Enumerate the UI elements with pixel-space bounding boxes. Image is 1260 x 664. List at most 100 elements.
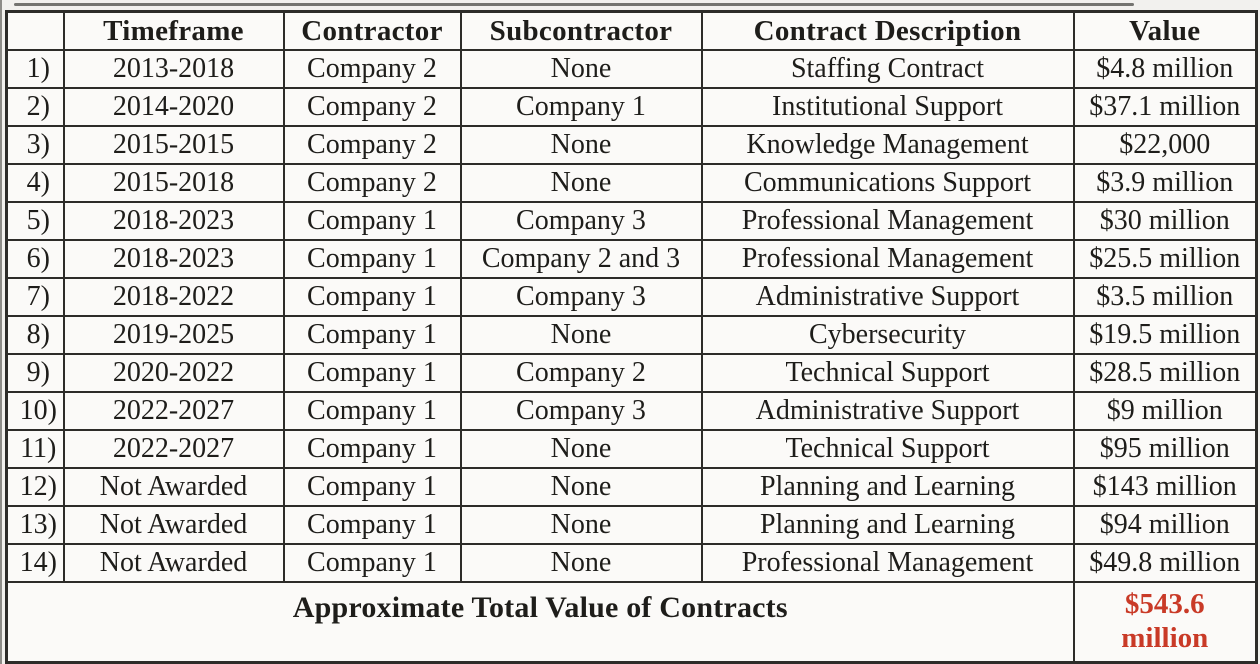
cell-subcontractor: None: [459, 543, 703, 583]
cell-contract-description: Institutional Support: [700, 87, 1075, 127]
table-footer: Approximate Total Value of Contracts $54…: [5, 581, 1258, 664]
cell-contractor: Company 2: [282, 49, 462, 89]
cell-contractor: Company 2: [282, 163, 462, 203]
table-header: Timeframe Contractor Subcontractor Contr…: [5, 10, 1258, 51]
cell-timeframe: Not Awarded: [62, 543, 285, 583]
cell-contract-description: Professional Management: [700, 239, 1075, 279]
table-row: 9) 2020-2022 Company 1 Company 2 Technic…: [5, 353, 1258, 393]
cell-contract-description: Staffing Contract: [700, 49, 1075, 89]
cell-value: $3.9 million: [1072, 163, 1258, 203]
cell-timeframe: Not Awarded: [62, 505, 285, 545]
cell-contractor: Company 2: [282, 87, 462, 127]
cell-contractor: Company 1: [282, 353, 462, 393]
cell-row-number: 7): [5, 277, 65, 317]
cell-value: $28.5 million: [1072, 353, 1258, 393]
cell-row-number: 13): [5, 505, 65, 545]
cell-value: $37.1 million: [1072, 87, 1258, 127]
table-row: 3) 2015-2015 Company 2 None Knowledge Ma…: [5, 125, 1258, 165]
cell-value: $49.8 million: [1072, 543, 1258, 583]
cell-row-number: 11): [5, 429, 65, 469]
cell-timeframe: Not Awarded: [62, 467, 285, 507]
cell-row-number: 4): [5, 163, 65, 203]
header-contract-description: Contract Description: [700, 10, 1075, 51]
cell-contractor: Company 1: [282, 429, 462, 469]
table-row: 11) 2022-2027 Company 1 None Technical S…: [5, 429, 1258, 469]
cell-timeframe: 2013-2018: [62, 49, 285, 89]
cell-row-number: 3): [5, 125, 65, 165]
cell-subcontractor: None: [459, 505, 703, 545]
cell-contract-description: Planning and Learning: [700, 505, 1075, 545]
cell-contractor: Company 1: [282, 505, 462, 545]
cell-subcontractor: Company 3: [459, 391, 703, 431]
cell-row-number: 6): [5, 239, 65, 279]
cell-timeframe: 2022-2027: [62, 429, 285, 469]
cell-subcontractor: Company 3: [459, 201, 703, 241]
cell-contract-description: Administrative Support: [700, 391, 1075, 431]
cell-subcontractor: Company 2: [459, 353, 703, 393]
header-contractor: Contractor: [282, 10, 462, 51]
total-value-line1: $543.6: [1124, 588, 1205, 621]
footer-total-label: Approximate Total Value of Contracts: [5, 581, 1075, 664]
cell-contractor: Company 1: [282, 467, 462, 507]
cell-timeframe: 2018-2023: [62, 201, 285, 241]
table-row: 8) 2019-2025 Company 1 None Cybersecurit…: [5, 315, 1258, 355]
cell-contract-description: Administrative Support: [700, 277, 1075, 317]
cell-timeframe: 2018-2022: [62, 277, 285, 317]
cell-value: $4.8 million: [1072, 49, 1258, 89]
table-row: 13) Not Awarded Company 1 None Planning …: [5, 505, 1258, 545]
cell-subcontractor: Company 2 and 3: [459, 239, 703, 279]
cell-timeframe: 2022-2027: [62, 391, 285, 431]
cell-contract-description: Cybersecurity: [700, 315, 1075, 355]
cell-contract-description: Planning and Learning: [700, 467, 1075, 507]
cell-contract-description: Communications Support: [700, 163, 1075, 203]
header-timeframe: Timeframe: [62, 10, 285, 51]
cell-value: $19.5 million: [1072, 315, 1258, 355]
cell-row-number: 5): [5, 201, 65, 241]
cell-contract-description: Knowledge Management: [700, 125, 1075, 165]
cell-value: $3.5 million: [1072, 277, 1258, 317]
table-row: 2) 2014-2020 Company 2 Company 1 Institu…: [5, 87, 1258, 127]
cell-value: $9 million: [1072, 391, 1258, 431]
cell-contractor: Company 1: [282, 277, 462, 317]
cell-row-number: 1): [5, 49, 65, 89]
cell-contract-description: Professional Management: [700, 201, 1075, 241]
table-row: 7) 2018-2022 Company 1 Company 3 Adminis…: [5, 277, 1258, 317]
cell-contract-description: Professional Management: [700, 543, 1075, 583]
table-row: 4) 2015-2018 Company 2 None Communicatio…: [5, 163, 1258, 203]
footer-row: Approximate Total Value of Contracts $54…: [5, 581, 1258, 664]
cell-timeframe: 2020-2022: [62, 353, 285, 393]
cell-contractor: Company 1: [282, 391, 462, 431]
cell-row-number: 2): [5, 87, 65, 127]
cell-value: $30 million: [1072, 201, 1258, 241]
cell-subcontractor: None: [459, 125, 703, 165]
cell-contract-description: Technical Support: [700, 429, 1075, 469]
cell-timeframe: 2015-2015: [62, 125, 285, 165]
cell-subcontractor: None: [459, 49, 703, 89]
scan-artifact-left-line: [0, 0, 2, 664]
cell-subcontractor: None: [459, 429, 703, 469]
cell-contractor: Company 1: [282, 239, 462, 279]
cell-value: $22,000: [1072, 125, 1258, 165]
cell-row-number: 9): [5, 353, 65, 393]
cell-timeframe: 2019-2025: [62, 315, 285, 355]
cell-subcontractor: None: [459, 315, 703, 355]
cell-row-number: 14): [5, 543, 65, 583]
cell-timeframe: 2018-2023: [62, 239, 285, 279]
cell-value: $25.5 million: [1072, 239, 1258, 279]
cell-timeframe: 2015-2018: [62, 163, 285, 203]
cell-subcontractor: Company 1: [459, 87, 703, 127]
cell-contractor: Company 2: [282, 125, 462, 165]
cell-value: $143 million: [1072, 467, 1258, 507]
header-row-number: [5, 10, 65, 51]
table-row: 14) Not Awarded Company 1 None Professio…: [5, 543, 1258, 583]
scan-artifact-top-line: [14, 3, 1134, 6]
table-body: 1) 2013-2018 Company 2 None Staffing Con…: [5, 49, 1258, 583]
table-row: 10) 2022-2027 Company 1 Company 3 Admini…: [5, 391, 1258, 431]
cell-contractor: Company 1: [282, 315, 462, 355]
table-row: 6) 2018-2023 Company 1 Company 2 and 3 P…: [5, 239, 1258, 279]
table-row: 1) 2013-2018 Company 2 None Staffing Con…: [5, 49, 1258, 89]
cell-row-number: 8): [5, 315, 65, 355]
contracts-table: Timeframe Contractor Subcontractor Contr…: [5, 10, 1258, 664]
header-subcontractor: Subcontractor: [459, 10, 703, 51]
cell-contractor: Company 1: [282, 543, 462, 583]
